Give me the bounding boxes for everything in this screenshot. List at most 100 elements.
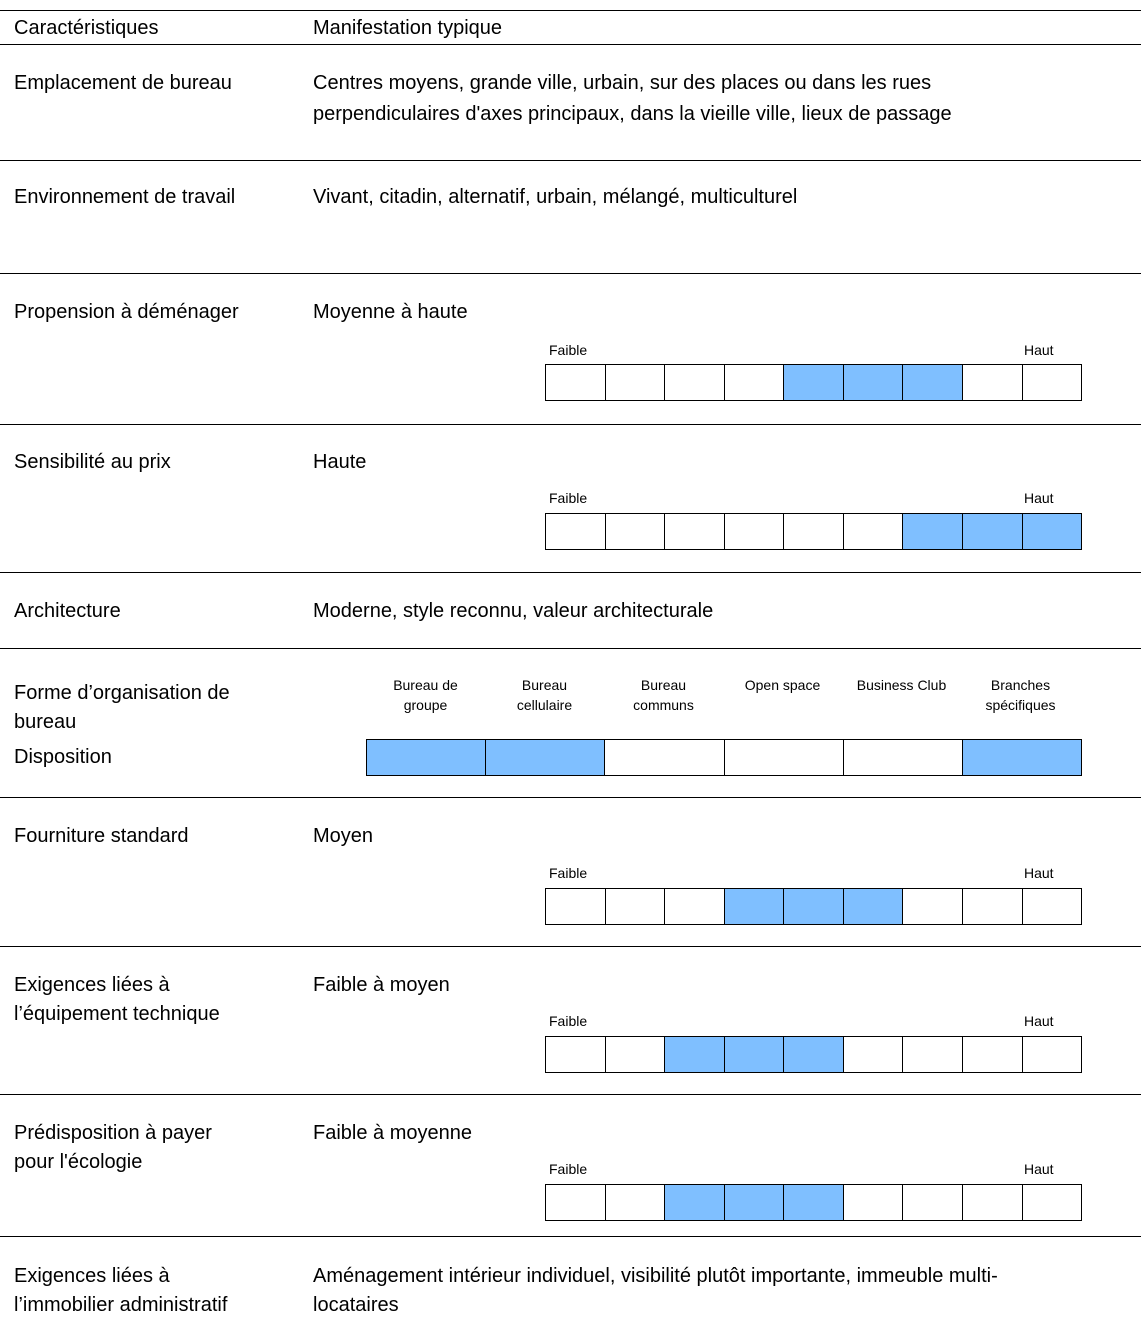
scale-cell-empty [665, 889, 725, 924]
row-label-organisation-line2: bureau [14, 711, 77, 733]
row-label-equipement-line2: l’équipement technique [14, 1003, 220, 1025]
scale-high-label: Haut [1024, 1013, 1054, 1029]
row-label-architecture: Architecture [14, 600, 121, 622]
org-option-header: Business Club [842, 675, 961, 695]
scale-cell-filled [724, 1037, 785, 1072]
org-option-header: Bureau communs [604, 675, 723, 715]
scale-cell-empty [784, 514, 844, 549]
scale-low-label: Faible [549, 865, 588, 881]
scale-cell-empty [962, 1185, 1023, 1220]
row-value-sensibilite: Haute [313, 451, 367, 473]
scale-cell-empty [546, 365, 606, 400]
scale-cell-empty [724, 514, 785, 549]
rating-scale-fourniture [545, 888, 1082, 925]
scale-cell-filled [784, 1037, 844, 1072]
scale-cell-empty [903, 889, 963, 924]
row-value-emplacement-line2: perpendiculaires d'axes principaux, dans… [313, 103, 952, 125]
scale-cell-empty [1022, 889, 1082, 924]
row-value-fourniture: Moyen [313, 825, 374, 847]
scale-high-label: Haut [1024, 490, 1054, 506]
scale-cell-empty [605, 889, 666, 924]
org-cell-unselected [724, 740, 844, 775]
scale-cell-filled [665, 1037, 725, 1072]
scale-cell-empty [843, 1037, 904, 1072]
scale-cell-empty [665, 365, 725, 400]
org-option-header: Bureau de groupe [366, 675, 485, 715]
scale-low-label: Faible [549, 342, 588, 358]
scale-cell-filled [903, 514, 963, 549]
org-cell-unselected [843, 740, 963, 775]
divider-row [0, 1094, 1141, 1095]
scale-cell-filled [784, 1185, 844, 1220]
org-option-line1: Open space [744, 677, 821, 693]
row-label-environnement: Environnement de travail [14, 186, 236, 208]
org-cell-selected [367, 740, 487, 775]
org-option-line2: cellulaire [516, 697, 573, 713]
row-value-immobilier-line2: locataires [313, 1294, 399, 1316]
scale-cell-empty [1022, 1037, 1082, 1072]
org-option-header: Branches spécifiques [961, 675, 1080, 715]
divider-row [0, 946, 1141, 947]
scale-cell-empty [903, 1185, 963, 1220]
header-manifestation: Manifestation typique [313, 17, 503, 39]
scale-high-label: Haut [1024, 1161, 1054, 1177]
scale-cell-empty [546, 514, 606, 549]
scale-cell-filled [784, 365, 844, 400]
divider-row [0, 1236, 1141, 1237]
org-option-line1: Bureau [640, 677, 687, 693]
scale-cell-empty [843, 514, 904, 549]
divider-row [0, 797, 1141, 798]
row-value-immobilier-line1: Aménagement intérieur individuel, visibi… [313, 1265, 998, 1287]
scale-cell-filled [843, 365, 904, 400]
scale-cell-empty [605, 1037, 666, 1072]
org-option-line1: Branches [990, 677, 1051, 693]
scale-low-label: Faible [549, 1013, 588, 1029]
row-label-equipement-line1: Exigences liées à [14, 974, 170, 996]
row-label-ecologie-line1: Prédisposition à payer [14, 1122, 212, 1144]
scale-high-label: Haut [1024, 865, 1054, 881]
row-label-immobilier-line1: Exigences liées à [14, 1265, 170, 1287]
scale-cell-empty [546, 889, 606, 924]
row-label-fourniture: Fourniture standard [14, 825, 189, 847]
scale-cell-empty [962, 365, 1023, 400]
scale-cell-empty [724, 365, 785, 400]
scale-cell-empty [962, 1037, 1023, 1072]
scale-cell-filled [724, 1185, 785, 1220]
row-label-organisation-line1: Forme d’organisation de [14, 682, 230, 704]
header-characteristics: Caractéristiques [14, 17, 159, 39]
row-label-ecologie-line2: pour l'écologie [14, 1151, 143, 1173]
org-option-line1: Bureau [521, 677, 568, 693]
org-option-line2: communs [633, 697, 694, 713]
scale-cell-empty [546, 1037, 606, 1072]
row-value-equipement: Faible à moyen [313, 974, 450, 996]
scale-low-label: Faible [549, 490, 588, 506]
scale-cell-empty [605, 514, 666, 549]
row-label-disposition: Disposition [14, 746, 112, 768]
divider-top [0, 10, 1141, 11]
org-option-line2: spécifiques [985, 697, 1056, 713]
org-option-line2: groupe [403, 697, 448, 713]
scale-cell-filled [903, 365, 963, 400]
scale-cell-empty [843, 1185, 904, 1220]
scale-cell-empty [962, 889, 1023, 924]
row-value-emplacement-line1: Centres moyens, grande ville, urbain, su… [313, 72, 932, 94]
rating-scale-propension [545, 364, 1082, 401]
row-value-ecologie: Faible à moyenne [313, 1122, 472, 1144]
scale-cell-empty [605, 1185, 666, 1220]
row-value-architecture: Moderne, style reconnu, valeur architect… [313, 600, 714, 622]
org-option-header: Open space [723, 675, 842, 695]
scale-cell-filled [665, 1185, 725, 1220]
row-value-propension: Moyenne à haute [313, 301, 468, 323]
rating-scale-ecologie [545, 1184, 1082, 1221]
scale-cell-filled [1022, 514, 1082, 549]
org-option-line1: Business Club [856, 677, 947, 693]
divider-row [0, 572, 1141, 573]
organisation-selection-bar [366, 739, 1082, 776]
scale-cell-filled [962, 514, 1023, 549]
row-label-immobilier-line2: l’immobilier administratif [14, 1294, 228, 1316]
scale-cell-filled [784, 889, 844, 924]
scale-cell-empty [903, 1037, 963, 1072]
row-label-sensibilite: Sensibilité au prix [14, 451, 171, 473]
rating-scale-equipement [545, 1036, 1082, 1073]
org-option-line1: Bureau de [393, 677, 458, 693]
